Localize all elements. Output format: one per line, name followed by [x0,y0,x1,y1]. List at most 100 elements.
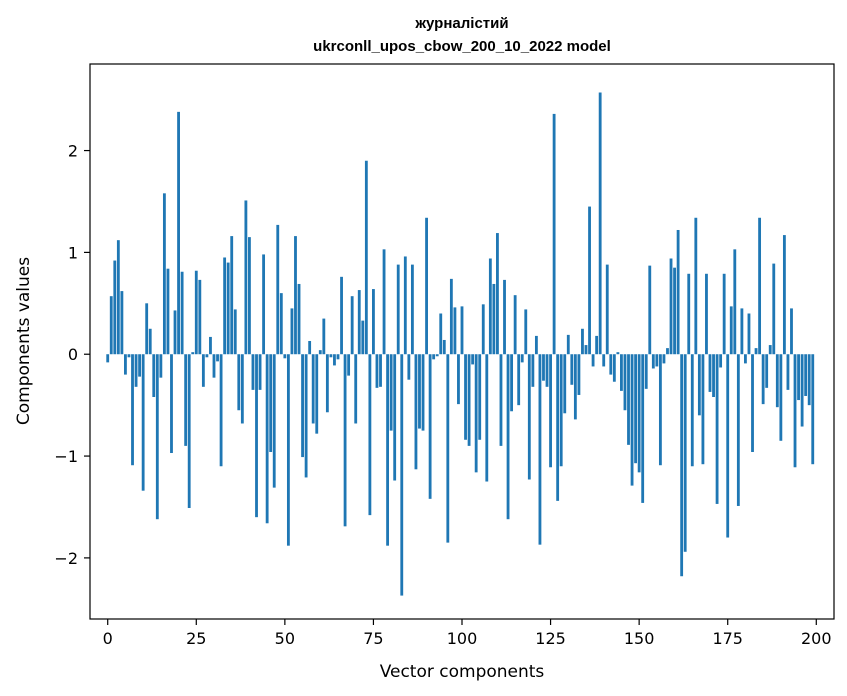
bar-8 [134,354,138,387]
bar-177 [733,249,737,355]
bar-172 [715,354,719,504]
bar-160 [673,267,676,355]
bar-105 [478,354,482,440]
x-tick-label: 25 [186,629,206,648]
y-axis-label: Components values [14,257,34,425]
bar-24 [191,352,195,355]
bar-166 [694,217,698,355]
bar-55 [301,354,304,458]
bar-156 [658,354,662,466]
bar-155 [655,354,659,367]
bar-28 [205,354,209,358]
bar-60 [318,350,322,355]
bar-92 [432,354,436,360]
bar-162 [680,354,684,577]
y-tick-label: −2 [54,549,78,568]
bar-62 [325,354,329,413]
bar-46 [269,354,273,452]
bar-32 [219,354,223,467]
bar-91 [428,354,432,499]
bar-104 [474,354,478,473]
bar-188 [772,263,776,355]
bar-108 [488,258,492,355]
bar-6 [127,354,131,358]
bar-158 [666,348,669,355]
x-tick-label: 175 [712,629,743,648]
bar-186 [765,354,769,388]
bar-157 [662,354,666,364]
bar-74 [368,354,372,516]
bar-154 [651,354,655,369]
bar-19 [173,310,177,355]
x-tick-label: 50 [275,629,295,648]
bar-121 [534,335,538,355]
bar-4 [120,291,124,355]
bar-124 [545,354,549,387]
bar-100 [460,306,464,355]
bar-137 [591,354,595,367]
bar-25 [194,270,198,355]
bar-150 [637,354,641,473]
bar-193 [790,308,793,355]
bar-139 [598,92,602,355]
bar-163 [683,354,687,552]
bar-42 [255,354,258,518]
bar-61 [322,318,326,355]
bar-69 [350,296,354,355]
bar-122 [538,354,542,545]
bar-40 [248,237,251,355]
bar-173 [719,354,723,368]
bar-68 [347,354,351,376]
bar-36 [233,309,237,355]
bar-187 [768,345,772,355]
bar-148 [630,354,634,486]
bar-78 [382,249,386,355]
y-tick-label: 2 [68,142,78,161]
bar-183 [754,348,758,355]
bar-80 [389,354,393,431]
bar-57 [308,340,312,355]
bar-81 [393,354,397,481]
bar-194 [793,354,797,468]
bar-119 [527,354,531,480]
bar-11 [145,303,149,355]
bar-129 [563,354,567,414]
bar-70 [354,354,358,424]
bar-116 [517,354,521,406]
bar-39 [244,200,248,355]
bar-37 [237,354,241,411]
bar-48 [276,224,280,355]
bar-84 [403,256,407,355]
y-tick-label: 0 [68,345,78,364]
x-tick-label: 100 [447,629,478,648]
bar-126 [552,113,556,355]
bar-106 [481,304,485,355]
bar-147 [627,354,630,445]
bar-98 [453,307,457,355]
bar-185 [761,354,765,405]
bar-64 [333,354,336,366]
x-tick-label: 150 [624,629,655,648]
bar-113 [506,354,510,520]
x-tick-label: 75 [363,629,383,648]
bar-67 [343,354,347,527]
bar-56 [304,354,308,478]
bar-146 [623,354,627,411]
x-tick-label: 0 [103,629,113,648]
bar-series [106,92,815,596]
bar-159 [669,258,673,355]
bar-34 [226,262,230,355]
bar-49 [279,293,283,355]
bar-23 [187,354,191,508]
bar-102 [467,354,471,446]
bar-94 [439,313,443,355]
bar-54 [297,283,301,355]
chart-subtitle: ukrconll_upos_cbow_200_10_2022 model [313,38,611,55]
bar-198 [807,354,811,406]
bar-88 [418,354,421,429]
bar-190 [779,354,783,441]
bar-50 [283,354,287,359]
bar-178 [736,354,740,506]
bar-15 [159,354,163,378]
bar-174 [722,273,726,355]
